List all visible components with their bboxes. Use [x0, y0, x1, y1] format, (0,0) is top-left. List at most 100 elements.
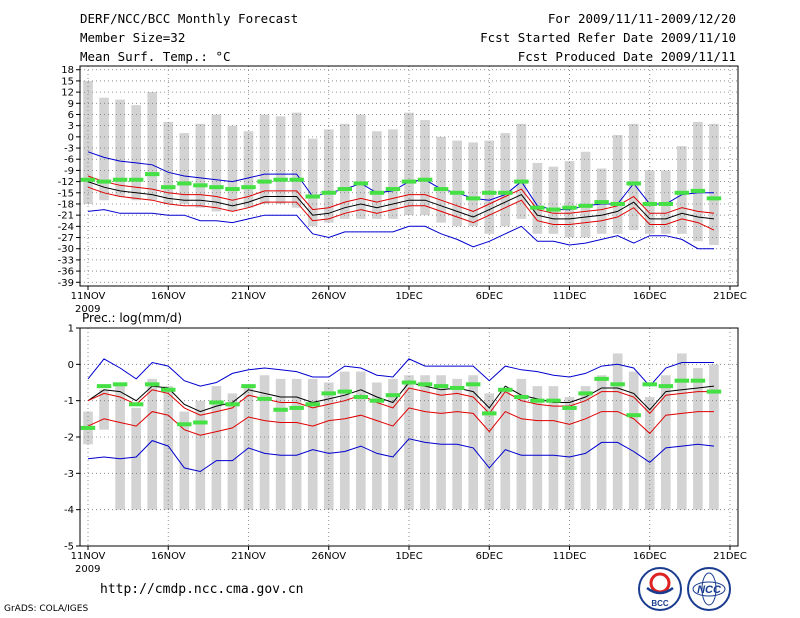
x-tick-label: 11NOV: [71, 291, 106, 302]
x-tick-label: 21DEC: [713, 551, 747, 562]
bar: [388, 378, 398, 510]
marker: [578, 391, 593, 396]
marker: [562, 405, 577, 410]
bar: [211, 386, 222, 510]
started-date: Fcst Started Refer Date 2009/11/10: [480, 30, 736, 45]
y-tick-label: 15: [61, 76, 74, 87]
bar: [564, 397, 575, 510]
bar: [163, 386, 174, 510]
marker: [257, 179, 272, 184]
marker: [514, 179, 529, 184]
x-tick-label: 16NOV: [151, 551, 186, 562]
precip-title: Prec.: log(mm/d): [82, 311, 182, 325]
series-inner-upper: [87, 387, 714, 416]
marker: [289, 177, 304, 182]
bar: [677, 353, 687, 510]
y-tick-label: -39: [58, 278, 74, 289]
marker: [209, 400, 224, 405]
marker: [417, 382, 433, 387]
bar: [628, 371, 639, 510]
x-tick-label: 11NOV: [71, 551, 106, 562]
bar: [372, 382, 382, 510]
marker: [321, 391, 336, 396]
bar: [548, 386, 559, 510]
y-tick-label: -27: [58, 233, 74, 244]
marker: [369, 190, 385, 195]
bar: [259, 375, 270, 510]
bar: [388, 129, 398, 219]
bar: [195, 123, 206, 208]
y-tick-label: 9: [68, 99, 74, 110]
bar: [580, 386, 591, 510]
marker: [498, 190, 513, 195]
bar: [372, 131, 382, 219]
marker: [225, 402, 240, 407]
marker: [144, 382, 160, 387]
bar: [564, 161, 575, 238]
bar: [612, 353, 623, 510]
marker: [353, 395, 369, 400]
bar: [211, 114, 222, 212]
marker: [658, 384, 674, 389]
marker: [594, 376, 609, 381]
bar: [356, 371, 366, 510]
marker: [241, 384, 256, 389]
bar: [307, 378, 318, 510]
marker: [530, 205, 545, 210]
bar: [291, 378, 302, 510]
y-tick-label: -6: [64, 155, 74, 166]
x-tick-label: 16NOV: [151, 291, 186, 302]
marker: [257, 396, 272, 401]
marker: [193, 183, 208, 188]
bar: [356, 114, 366, 219]
bar: [147, 378, 158, 510]
marker: [96, 179, 112, 184]
marker: [112, 382, 128, 387]
y-tick-label: -9: [64, 166, 74, 177]
marker: [177, 181, 192, 186]
marker: [690, 188, 706, 193]
x-tick-label: 26NOV: [311, 551, 346, 562]
bar: [115, 382, 125, 510]
bar: [404, 112, 414, 216]
marker: [353, 181, 369, 186]
series-mean: [87, 181, 715, 220]
y-tick-label: -3: [64, 144, 74, 155]
series-outer-upper: [87, 358, 714, 387]
marker: [594, 200, 609, 205]
source-url[interactable]: http://cmdp.ncc.cma.gov.cn: [100, 582, 304, 597]
bar: [468, 142, 479, 227]
bar: [275, 378, 286, 510]
marker: [690, 378, 706, 383]
marker: [578, 203, 593, 208]
bar: [291, 112, 302, 208]
y-tick-label: 12: [61, 88, 74, 99]
bar: [644, 397, 655, 510]
bar: [436, 375, 446, 510]
x-tick-label: 21DEC: [713, 291, 747, 302]
bar: [709, 364, 719, 510]
bar: [420, 120, 430, 216]
series-outer-lower: [87, 438, 715, 473]
bar: [323, 129, 334, 223]
marker: [337, 389, 353, 394]
marker: [417, 177, 433, 182]
bar: [339, 123, 350, 219]
bar: [227, 393, 238, 510]
series-mean: [87, 381, 715, 413]
marker: [433, 384, 449, 389]
x-tick-label: 11DEC: [553, 291, 587, 302]
marker: [706, 196, 722, 201]
marker: [241, 185, 256, 190]
y-tick-label: -33: [58, 255, 74, 266]
y-tick-label: -2: [64, 433, 74, 444]
bar: [323, 382, 334, 510]
y-tick-label: 0: [68, 132, 74, 143]
bar: [179, 411, 190, 510]
x-tick-sublabel: 2009: [75, 564, 100, 575]
marker: [706, 389, 722, 394]
marker: [626, 181, 641, 186]
y-tick-label: 6: [68, 110, 74, 121]
bar: [99, 389, 109, 430]
